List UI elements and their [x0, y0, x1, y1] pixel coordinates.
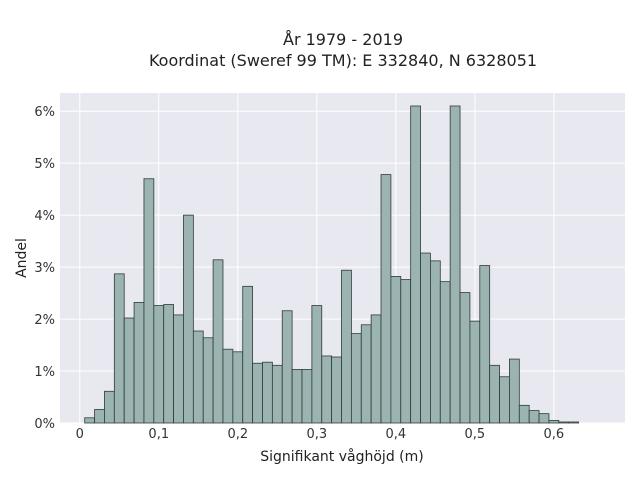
histogram-bar — [301, 369, 313, 424]
histogram-bar — [509, 358, 520, 424]
histogram-bar — [558, 421, 570, 424]
histogram-bar — [459, 292, 471, 424]
y-tick-label: 1% — [34, 365, 55, 380]
histogram-bar — [479, 265, 491, 424]
y-tick-label: 6% — [34, 105, 55, 120]
histogram-bar — [341, 269, 352, 424]
histogram-bar — [192, 330, 204, 424]
histogram-bar — [281, 310, 293, 424]
x-tick-label: 0 — [76, 427, 84, 442]
histogram-bar — [202, 337, 214, 424]
histogram-bar — [222, 348, 234, 424]
histogram-bar — [499, 376, 510, 424]
histogram-bar — [104, 390, 115, 424]
histogram-bar — [370, 314, 382, 424]
y-tick-label: 3% — [34, 261, 55, 276]
histogram-bar — [123, 317, 135, 424]
y-tick-labels: 0% 1% 2% 3% 4% 5% 6% — [34, 105, 55, 432]
histogram-bar — [350, 333, 362, 424]
x-axis-label: Signifikant våghöjd (m) — [260, 448, 423, 465]
histogram-bar — [400, 279, 412, 424]
histogram-bar — [331, 356, 342, 424]
histogram-bar — [430, 260, 441, 424]
x-tick-labels: 0 0,1 0,2 0,3 0,4 0,5 0,6 — [76, 427, 565, 442]
histogram-bar — [420, 252, 431, 424]
chart-subtitle: Koordinat (Sweref 99 TM): E 332840, N 63… — [149, 51, 537, 70]
histogram-bar — [232, 351, 244, 424]
histogram-bar — [568, 421, 579, 424]
x-tick-label: 0,4 — [385, 427, 406, 442]
y-tick-label: 5% — [34, 157, 55, 172]
histogram-bar — [173, 314, 184, 424]
x-tick-label: 0,1 — [148, 427, 169, 442]
x-tick-label: 0,3 — [306, 427, 327, 442]
histogram-bar — [538, 413, 550, 424]
histogram-bar — [133, 302, 145, 424]
histogram-bar — [242, 285, 254, 424]
y-tick-label: 2% — [34, 313, 55, 328]
histogram-bar — [518, 404, 530, 424]
histogram-bar — [291, 369, 303, 424]
x-tick-label: 0,2 — [227, 427, 248, 442]
histogram-bar — [212, 259, 224, 424]
histogram-bar — [143, 178, 155, 424]
x-tick-label: 0,5 — [465, 427, 486, 442]
y-tick-label: 4% — [34, 209, 55, 224]
histogram-bar — [271, 364, 283, 424]
bars-group — [84, 105, 579, 424]
histogram-bar — [360, 324, 372, 424]
histogram-bar — [183, 214, 194, 424]
histogram-bar — [163, 304, 174, 424]
y-axis-label: Andel — [14, 238, 30, 278]
histogram-bar — [84, 417, 95, 424]
histogram-bar — [380, 174, 392, 424]
histogram-bar — [548, 420, 560, 424]
histogram-bar — [113, 273, 125, 424]
histogram-bar — [262, 361, 273, 424]
histogram-bar — [94, 409, 105, 424]
histogram-bar — [321, 355, 333, 424]
histogram-bar — [469, 320, 481, 424]
chart-title: År 1979 - 2019 — [283, 30, 403, 49]
histogram-bar — [449, 105, 461, 424]
histogram-bar — [252, 362, 263, 424]
histogram-bar — [410, 105, 421, 424]
histogram-bar — [528, 410, 540, 424]
y-tick-label: 0% — [34, 417, 55, 432]
x-tick-label: 0,6 — [544, 427, 565, 442]
histogram-bar — [311, 305, 323, 424]
histogram-bar — [153, 305, 165, 424]
histogram-bar — [489, 364, 500, 424]
histogram-bar — [390, 276, 402, 424]
histogram-bar — [439, 281, 451, 424]
